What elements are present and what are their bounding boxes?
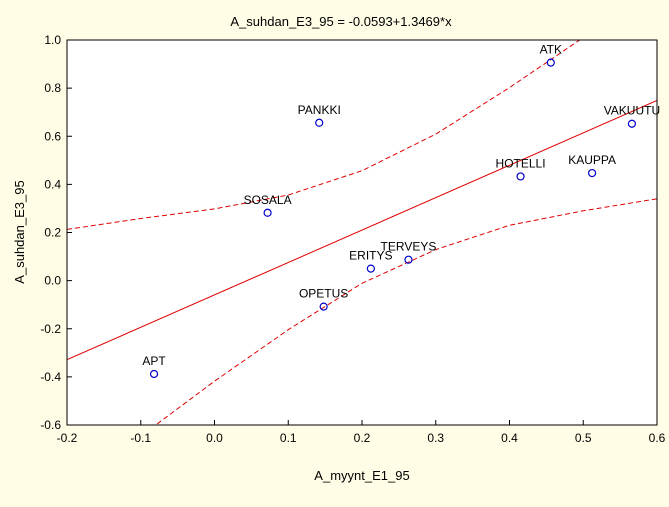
regression-layer bbox=[67, 99, 657, 361]
y-tick-label: -0.6 bbox=[40, 418, 61, 432]
data-point bbox=[627, 119, 637, 128]
point-label: KAUPPA bbox=[568, 153, 616, 167]
confidence-upper bbox=[67, 40, 581, 230]
data-point bbox=[366, 264, 375, 273]
data-point bbox=[404, 255, 413, 264]
axis-ticks-layer: -0.2 -0.1 0.0 0.1 0.2 0.3 0.4 0.5 0.6 -0.6 -0.4 -0.… bbox=[40, 33, 665, 445]
data-point bbox=[319, 302, 328, 311]
x-tick-label: 0.3 bbox=[427, 431, 444, 445]
confidence-band-layer bbox=[67, 40, 657, 425]
y-tick-label: 0.4 bbox=[44, 177, 61, 191]
data-point bbox=[315, 118, 324, 127]
x-tick-label: 0.6 bbox=[649, 431, 666, 445]
point-label: OPETUS bbox=[299, 287, 348, 301]
chart-title: A_suhdan_E3_95 = -0.0593+1.3469*x bbox=[230, 14, 452, 29]
plot-area bbox=[67, 40, 657, 425]
y-axis-label: A_suhdan_E3_95 bbox=[12, 180, 27, 283]
regression-line bbox=[67, 99, 657, 361]
point-label: ATK bbox=[540, 43, 562, 57]
data-point bbox=[149, 369, 159, 379]
data-point bbox=[516, 172, 525, 181]
x-tick-label: 0.0 bbox=[206, 431, 223, 445]
y-tick-label: 1.0 bbox=[44, 33, 61, 47]
x-tick-label: 0.1 bbox=[280, 431, 297, 445]
point-label: APT bbox=[142, 354, 166, 368]
x-tick-label: 0.2 bbox=[354, 431, 371, 445]
x-tick-label: -0.2 bbox=[57, 431, 78, 445]
point-label: SOSALA bbox=[244, 193, 292, 207]
y-tick-label: 0.0 bbox=[44, 274, 61, 288]
x-axis-label: A_myynt_E1_95 bbox=[314, 468, 409, 483]
point-label: ERITYS bbox=[349, 249, 392, 263]
data-point bbox=[587, 168, 597, 178]
x-tick-label: -0.1 bbox=[130, 431, 151, 445]
y-tick-label: -0.2 bbox=[40, 322, 61, 336]
y-tick-label: 0.2 bbox=[44, 226, 61, 240]
point-label: TERVEYS bbox=[381, 240, 437, 254]
confidence-lower bbox=[154, 198, 657, 425]
x-tick-label: 0.5 bbox=[575, 431, 592, 445]
data-point bbox=[263, 208, 272, 217]
point-label: PANKKI bbox=[298, 103, 341, 117]
y-tick-label: -0.4 bbox=[40, 370, 61, 384]
point-label: VAKUUTU bbox=[604, 104, 660, 118]
data-point bbox=[546, 58, 555, 67]
y-tick-label: 0.6 bbox=[44, 129, 61, 143]
x-tick-label: 0.4 bbox=[501, 431, 518, 445]
point-label: HOTELLI bbox=[496, 156, 546, 170]
y-tick-label: 0.8 bbox=[44, 81, 61, 95]
